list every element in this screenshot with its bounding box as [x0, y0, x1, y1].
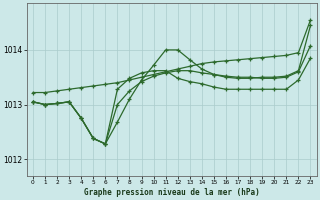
- X-axis label: Graphe pression niveau de la mer (hPa): Graphe pression niveau de la mer (hPa): [84, 188, 260, 197]
